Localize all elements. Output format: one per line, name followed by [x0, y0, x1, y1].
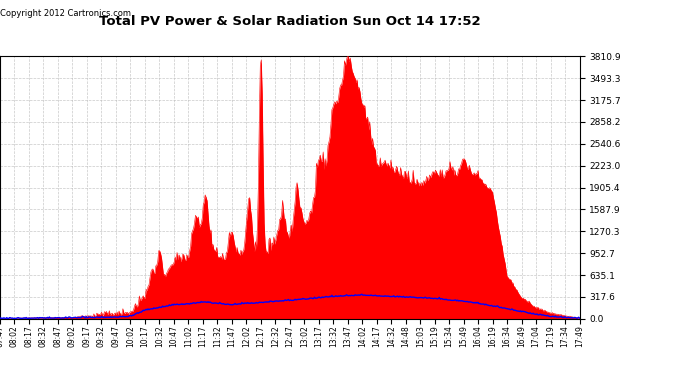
Text: Total PV Power & Solar Radiation Sun Oct 14 17:52: Total PV Power & Solar Radiation Sun Oct…: [99, 15, 481, 28]
Text: Copyright 2012 Cartronics.com: Copyright 2012 Cartronics.com: [0, 9, 131, 18]
